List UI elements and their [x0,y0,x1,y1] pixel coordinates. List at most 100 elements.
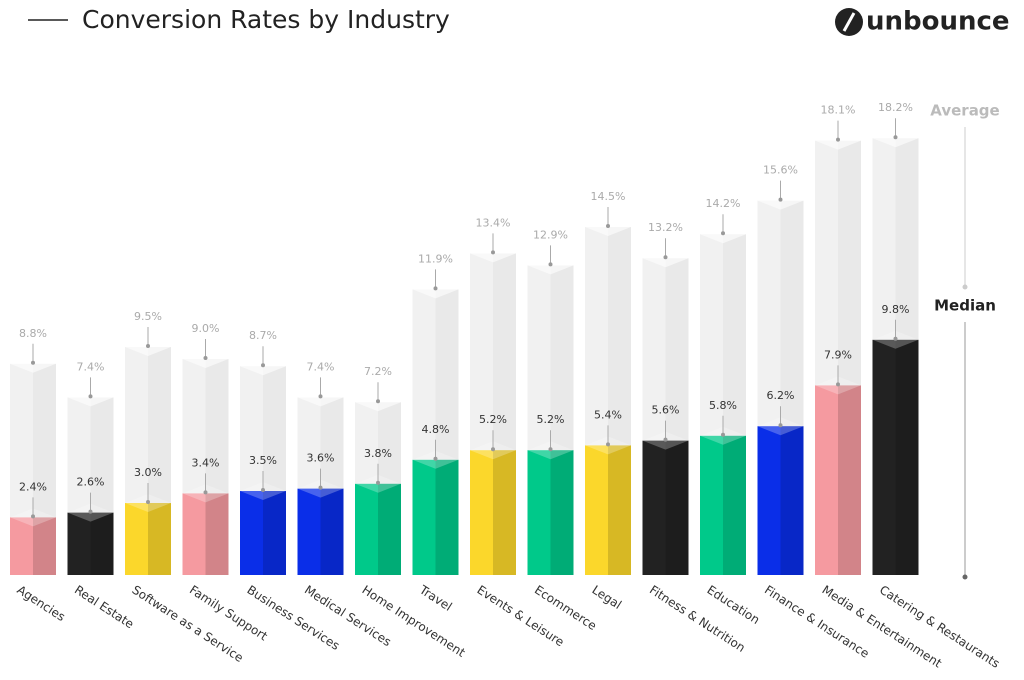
label-dot [376,399,380,404]
average-label: 12.9% [533,228,568,241]
brand-logo-slash [842,12,856,32]
median-bar [700,435,746,575]
average-label: 8.7% [249,329,277,342]
bar-shade [665,440,689,575]
legend-average: Average [930,102,999,120]
label-dot [31,360,35,365]
median-bar [412,459,459,575]
bar-shade [435,459,459,575]
label-dot [146,344,150,348]
median-label: 5.2% [479,413,507,426]
median-label: 5.8% [709,399,737,412]
label-dot [88,394,93,399]
legend-median: Median [934,297,996,315]
median-bar [67,512,114,575]
median-bar [642,440,689,575]
median-label: 5.2% [537,413,565,426]
median-label: 3.4% [192,456,220,469]
median-bar [125,503,171,575]
bar-shade [90,512,114,575]
bar-shade [493,450,516,575]
bar-shade [838,385,861,575]
median-bar [757,426,804,575]
brand-name: unbounce [866,7,1010,37]
label-dot [893,336,898,341]
label-dot [146,500,150,504]
label-dot [663,255,668,260]
label-dot [318,394,323,399]
x-tick-label: Finance & Insurance [762,583,872,661]
bar-shade [895,339,919,575]
median-label: 2.6% [77,476,105,489]
x-tick-label: Software as a Service [129,583,245,665]
average-label: 9.5% [134,310,162,323]
bar-shade [148,503,171,575]
average-label: 15.6% [763,164,798,177]
label-dot [433,286,438,291]
median-label: 2.4% [19,480,47,493]
average-label: 18.1% [821,104,856,117]
label-dot [836,382,840,387]
label-dot [721,231,725,236]
median-bar [815,385,861,575]
label-dot [836,137,840,142]
average-label: 14.2% [706,197,741,210]
label-dot [31,514,35,519]
average-label: 13.2% [648,221,683,234]
x-tick-label: Travel [416,582,454,614]
label-dot [778,423,783,428]
bar-shade [263,491,286,575]
legend: Average Median [930,102,1000,580]
label-dot [606,224,610,228]
average-label: 13.4% [476,216,511,229]
label-dot [778,197,783,202]
label-dot [663,437,668,442]
average-label: 7.4% [77,360,105,373]
x-tick-label: Fitness & Nutrition [647,583,748,655]
bar-shade [608,445,631,575]
average-label: 11.9% [418,252,453,265]
median-bar [355,483,401,575]
median-label: 5.4% [594,408,622,421]
label-dot [433,456,438,461]
average-label: 18.2% [878,101,913,114]
label-dot [491,250,495,255]
average-label: 7.4% [307,360,335,373]
label-dot [606,442,610,447]
label-dot [893,135,898,140]
bar-shade [780,426,804,575]
bar-shade [320,488,344,575]
average-label: 9.0% [192,322,220,335]
x-tick-label: Agencies [14,583,67,624]
label-dot [721,432,725,437]
median-bar [10,517,56,575]
median-bar [240,491,286,575]
bar-shade [723,435,746,575]
median-label: 3.8% [364,447,392,460]
x-tick-label: Home Improvement [359,583,467,660]
median-label: 9.8% [882,303,910,316]
median-label: 6.2% [767,389,795,402]
average-label: 14.5% [591,190,626,203]
median-bar [585,445,631,575]
label-dot [203,356,208,360]
median-bar [872,339,919,575]
x-tick-label: Real Estate [72,583,136,632]
median-label: 5.6% [652,404,680,417]
average-label: 8.8% [19,327,47,340]
median-bar [527,450,574,575]
legend-dot [962,574,968,580]
median-label: 7.9% [824,348,852,361]
label-dot [548,262,553,267]
label-dot [376,480,380,485]
label-dot [491,447,495,452]
median-bar [297,488,344,575]
bar-shade [33,517,56,575]
label-dot [318,485,323,490]
label-dot [203,490,208,495]
median-bar [182,493,229,575]
chart-title: Conversion Rates by Industry [82,5,450,34]
average-label: 7.2% [364,365,392,378]
label-dot [88,509,93,514]
x-tick-label: Legal [589,583,624,612]
